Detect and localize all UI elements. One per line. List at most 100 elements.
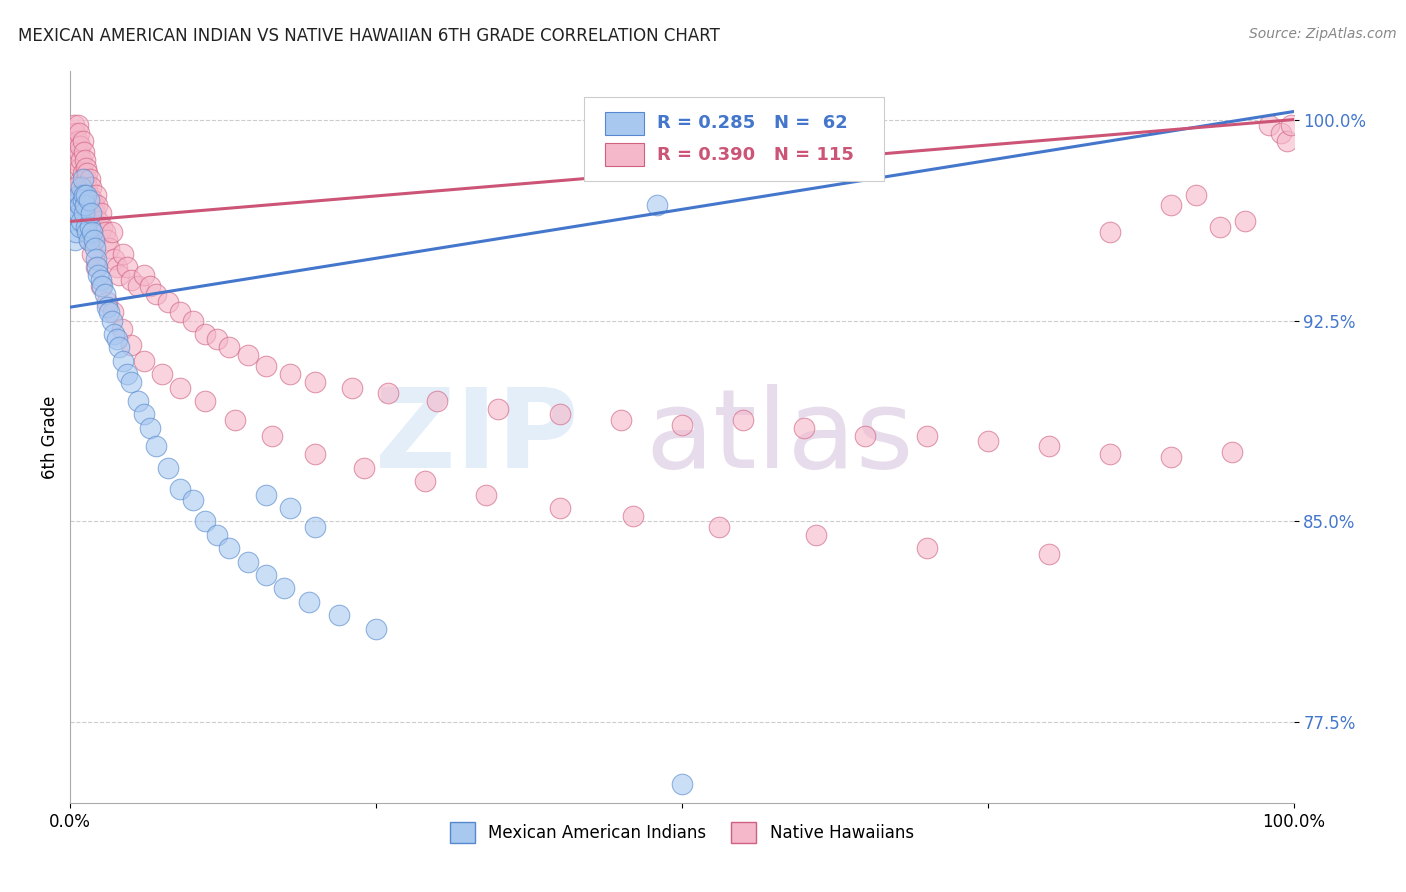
Point xyxy=(145,440,167,454)
Point xyxy=(488,401,510,416)
Point xyxy=(1099,448,1122,462)
Point xyxy=(915,541,938,556)
Point xyxy=(671,777,693,791)
Point xyxy=(1160,450,1182,465)
Point xyxy=(145,286,167,301)
Point xyxy=(84,187,107,202)
Point xyxy=(548,501,571,516)
Point xyxy=(1233,214,1256,228)
Point xyxy=(108,268,131,282)
Point xyxy=(66,134,89,148)
Point xyxy=(72,193,94,207)
Point xyxy=(67,126,90,140)
Point xyxy=(157,461,180,475)
Point xyxy=(181,313,204,327)
Point xyxy=(65,211,87,226)
Point xyxy=(115,367,138,381)
Point xyxy=(75,219,97,234)
Point xyxy=(121,375,143,389)
Point xyxy=(66,118,89,132)
Point xyxy=(280,367,302,381)
FancyBboxPatch shape xyxy=(583,97,884,181)
Point xyxy=(76,225,98,239)
Point xyxy=(73,145,96,159)
Point xyxy=(83,198,105,212)
Point xyxy=(132,407,155,421)
Point xyxy=(194,393,217,408)
Point xyxy=(93,225,115,239)
Point xyxy=(733,412,755,426)
Point xyxy=(157,294,180,309)
Point xyxy=(83,206,105,220)
Point xyxy=(218,340,240,354)
Point xyxy=(1099,225,1122,239)
Point xyxy=(280,501,302,516)
Point xyxy=(91,278,114,293)
Point xyxy=(621,509,644,524)
Point xyxy=(205,332,228,346)
Point xyxy=(548,407,571,421)
Point xyxy=(98,305,121,319)
Point xyxy=(82,193,104,207)
Point xyxy=(105,332,128,346)
Point xyxy=(169,305,191,319)
Point xyxy=(340,380,363,394)
Point xyxy=(73,153,96,167)
Point xyxy=(150,367,173,381)
Point xyxy=(1277,134,1299,148)
Point xyxy=(90,273,112,287)
Point xyxy=(73,198,96,212)
Point xyxy=(1184,187,1206,202)
Point xyxy=(67,187,90,202)
Point xyxy=(76,179,98,194)
Point xyxy=(70,187,93,202)
Point xyxy=(707,520,730,534)
Point xyxy=(121,273,143,287)
Bar xyxy=(605,112,644,135)
Point xyxy=(366,622,388,636)
Point xyxy=(98,241,121,255)
Point xyxy=(647,198,669,212)
Text: ZIP: ZIP xyxy=(374,384,578,491)
Point xyxy=(96,233,118,247)
Point xyxy=(426,393,449,408)
Legend: Mexican American Indians, Native Hawaiians: Mexican American Indians, Native Hawaiia… xyxy=(443,815,921,849)
Point xyxy=(75,219,97,234)
Point xyxy=(108,340,131,354)
Point xyxy=(139,420,162,434)
Point xyxy=(82,246,104,260)
Y-axis label: 6th Grade: 6th Grade xyxy=(41,395,59,479)
Point xyxy=(70,214,93,228)
Point xyxy=(67,145,90,159)
Point xyxy=(111,246,134,260)
Point xyxy=(169,380,191,394)
Point xyxy=(73,193,96,207)
Point xyxy=(72,166,94,180)
Point xyxy=(65,139,87,153)
Point xyxy=(84,252,107,266)
Point xyxy=(77,198,100,212)
Point xyxy=(254,359,277,373)
Point xyxy=(101,225,124,239)
Point xyxy=(610,412,633,426)
Point xyxy=(1279,118,1302,132)
Point xyxy=(793,420,815,434)
Point xyxy=(93,286,115,301)
Point xyxy=(218,541,240,556)
Point xyxy=(79,219,101,234)
Point xyxy=(262,428,284,442)
Bar xyxy=(605,143,644,167)
Point xyxy=(73,187,96,202)
Point xyxy=(328,608,350,623)
Point xyxy=(77,193,100,207)
Point xyxy=(855,428,877,442)
Point xyxy=(76,166,98,180)
Point xyxy=(181,493,204,508)
Point xyxy=(671,417,693,432)
Point xyxy=(976,434,998,449)
Point xyxy=(101,305,124,319)
Point xyxy=(73,206,96,220)
Point xyxy=(77,187,100,202)
Point xyxy=(96,300,118,314)
Point xyxy=(103,252,125,266)
